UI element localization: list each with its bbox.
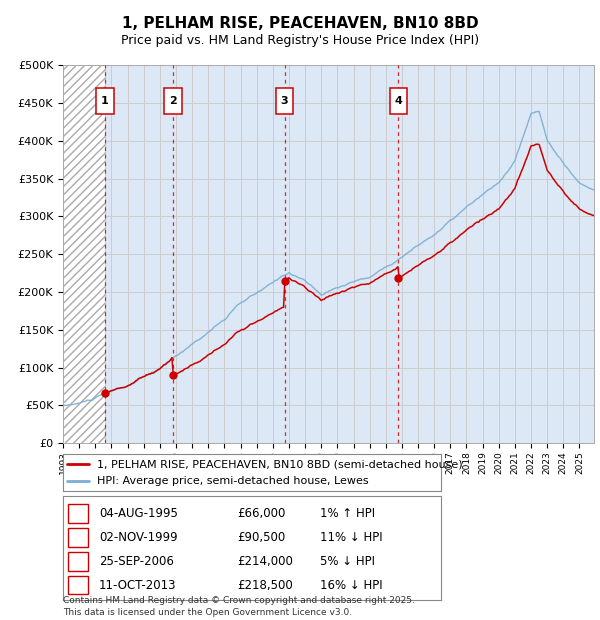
Text: 2: 2 bbox=[169, 95, 177, 105]
Text: 4: 4 bbox=[394, 95, 403, 105]
Text: 11% ↓ HPI: 11% ↓ HPI bbox=[320, 531, 383, 544]
Text: 1: 1 bbox=[101, 95, 109, 105]
Bar bbox=[63, 65, 104, 443]
FancyBboxPatch shape bbox=[68, 528, 88, 547]
FancyBboxPatch shape bbox=[68, 504, 88, 523]
FancyBboxPatch shape bbox=[276, 88, 293, 113]
Text: 5% ↓ HPI: 5% ↓ HPI bbox=[320, 555, 375, 568]
Text: Price paid vs. HM Land Registry's House Price Index (HPI): Price paid vs. HM Land Registry's House … bbox=[121, 34, 479, 47]
Text: £214,000: £214,000 bbox=[237, 555, 293, 568]
Text: £66,000: £66,000 bbox=[237, 507, 285, 520]
Text: 1% ↑ HPI: 1% ↑ HPI bbox=[320, 507, 375, 520]
Text: 1, PELHAM RISE, PEACEHAVEN, BN10 8BD (semi-detached house): 1, PELHAM RISE, PEACEHAVEN, BN10 8BD (se… bbox=[97, 459, 463, 469]
Text: Contains HM Land Registry data © Crown copyright and database right 2025.
This d: Contains HM Land Registry data © Crown c… bbox=[63, 596, 415, 617]
FancyBboxPatch shape bbox=[164, 88, 182, 113]
FancyBboxPatch shape bbox=[96, 88, 113, 113]
Text: £218,500: £218,500 bbox=[237, 578, 293, 591]
Text: 25-SEP-2006: 25-SEP-2006 bbox=[99, 555, 174, 568]
FancyBboxPatch shape bbox=[68, 576, 88, 595]
Text: 3: 3 bbox=[74, 556, 82, 566]
Text: 04-AUG-1995: 04-AUG-1995 bbox=[99, 507, 178, 520]
Text: HPI: Average price, semi-detached house, Lewes: HPI: Average price, semi-detached house,… bbox=[97, 476, 368, 485]
Text: 11-OCT-2013: 11-OCT-2013 bbox=[99, 578, 176, 591]
Text: 1, PELHAM RISE, PEACEHAVEN, BN10 8BD: 1, PELHAM RISE, PEACEHAVEN, BN10 8BD bbox=[122, 16, 478, 30]
Text: 3: 3 bbox=[281, 95, 289, 105]
Text: 2: 2 bbox=[74, 533, 82, 542]
Text: 16% ↓ HPI: 16% ↓ HPI bbox=[320, 578, 383, 591]
FancyBboxPatch shape bbox=[389, 88, 407, 113]
Text: 02-NOV-1999: 02-NOV-1999 bbox=[99, 531, 178, 544]
Text: 1: 1 bbox=[74, 508, 82, 518]
Text: £90,500: £90,500 bbox=[237, 531, 285, 544]
Text: 4: 4 bbox=[74, 580, 82, 590]
FancyBboxPatch shape bbox=[68, 552, 88, 570]
